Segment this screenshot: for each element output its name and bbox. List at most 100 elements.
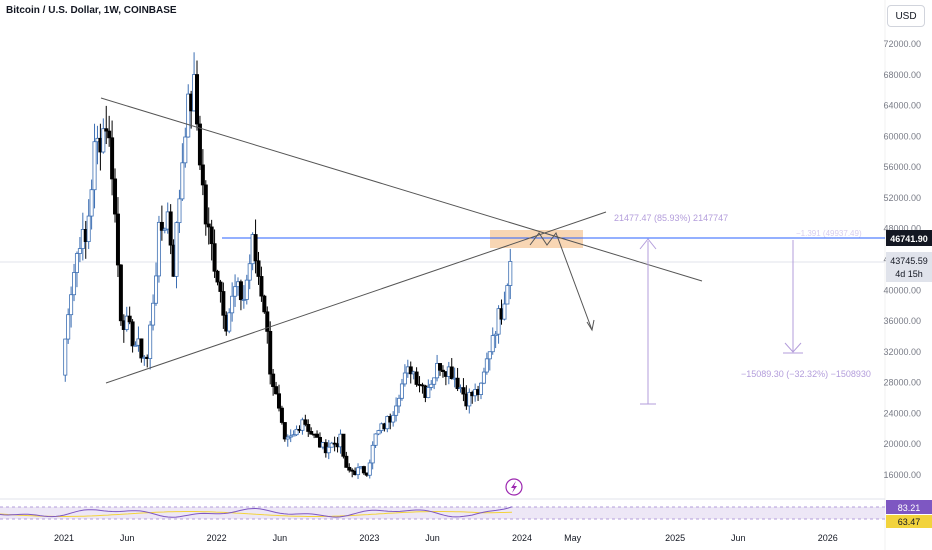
candle-body	[238, 281, 243, 301]
candle-body	[350, 469, 355, 472]
time-tick-label: 2025	[665, 533, 685, 543]
price-tick-label: 28000.00	[883, 378, 921, 388]
candle-body	[130, 321, 135, 347]
candle-body	[426, 387, 431, 398]
candle-body	[66, 314, 71, 340]
candlestick-series	[63, 52, 513, 480]
price-tick-label: 60000.00	[883, 131, 921, 141]
ascending-trendline	[105, 211, 607, 384]
rsi-line	[0, 506, 513, 518]
svg-text:63.47: 63.47	[898, 517, 921, 527]
time-tick-label: Jun	[731, 533, 746, 543]
candle-body	[479, 382, 484, 395]
candle-body	[288, 435, 293, 438]
candle-body	[315, 433, 320, 438]
time-tick-label: 2024	[512, 533, 532, 543]
candle-body	[402, 372, 407, 385]
candle-body	[455, 377, 460, 390]
time-tick-label: 2026	[818, 533, 838, 543]
candle-body	[256, 260, 261, 277]
last-price-tag: 43745.59 4d 15h	[886, 252, 932, 282]
time-tick-label: Jun	[273, 533, 288, 543]
candle-body	[63, 338, 68, 376]
upper-measure-arrow	[639, 238, 657, 250]
candle-body	[203, 184, 208, 225]
candle-body	[397, 397, 402, 407]
candle-body	[373, 433, 378, 446]
candle-body	[493, 333, 498, 337]
candle-body	[113, 178, 118, 215]
candle-body	[183, 136, 188, 164]
candle-body	[467, 391, 472, 407]
candle-body	[104, 128, 109, 132]
candle-body	[502, 303, 507, 320]
candle-body	[306, 424, 311, 432]
candle-body	[110, 137, 115, 180]
candle-body	[77, 248, 82, 254]
candle-body	[291, 434, 296, 437]
candle-body	[484, 358, 489, 373]
candle-body	[230, 295, 235, 314]
resistance-zone	[490, 230, 583, 248]
descending-trendline	[100, 97, 703, 282]
time-tick-label: Jun	[120, 533, 135, 543]
candle-body	[347, 466, 352, 471]
price-tick-label: 72000.00	[883, 39, 921, 49]
price-tick-label: 64000.00	[883, 101, 921, 111]
candle-body	[118, 264, 123, 322]
lower-measure-arrow	[784, 342, 802, 353]
candle-body	[174, 222, 179, 277]
candle-body	[429, 383, 434, 388]
upper-measure-label: 21477.47 (85.93%) 2147747	[614, 213, 728, 223]
price-tick-label: 52000.00	[883, 193, 921, 203]
candle-body	[496, 308, 501, 335]
price-axis: 72000.00 68000.00 64000.00 60000.00 56000.00…	[883, 39, 921, 480]
candle-body	[461, 387, 466, 395]
candle-body	[399, 383, 404, 399]
faint-measure-label: −1.391 (49937.49)	[796, 229, 862, 238]
lightning-icon[interactable]	[505, 478, 523, 496]
candle-body	[233, 286, 238, 297]
candle-body	[361, 466, 366, 474]
candle-body	[200, 164, 205, 186]
time-tick-label: 2022	[207, 533, 227, 543]
candle-body	[285, 436, 290, 440]
price-tick-label: 36000.00	[883, 316, 921, 326]
candle-body	[300, 419, 305, 431]
candle-body	[197, 123, 202, 166]
candle-body	[262, 295, 267, 313]
price-tick-label: 56000.00	[883, 162, 921, 172]
candle-body	[159, 221, 164, 231]
rsi-ma-line	[0, 511, 513, 517]
projection-arrowhead	[586, 319, 595, 332]
candle-body	[180, 162, 185, 200]
candle-body	[356, 467, 361, 476]
candle-body	[162, 228, 167, 231]
candle-body	[186, 93, 191, 138]
candle-body	[89, 189, 94, 217]
candle-body	[438, 363, 443, 371]
candle-body	[432, 377, 437, 385]
candle-body	[154, 275, 159, 304]
price-tick-label: 68000.00	[883, 70, 921, 80]
svg-text:46741.90: 46741.90	[890, 234, 928, 244]
candle-body	[408, 366, 413, 375]
candle-body	[72, 272, 77, 296]
candle-body	[370, 444, 375, 464]
price-tick-label: 20000.00	[883, 439, 921, 449]
price-tick-label: 32000.00	[883, 347, 921, 357]
candle-body	[391, 414, 396, 423]
currency-button[interactable]: USD	[887, 5, 925, 27]
candle-body	[124, 315, 129, 330]
candle-body	[490, 335, 495, 353]
time-axis: 2021 Jun 2022 Jun 2023 Jun 2024 May 2025 Jun 2026	[54, 533, 838, 543]
candle-body	[449, 366, 454, 380]
candle-body	[244, 279, 249, 300]
price-tick-label: 48000.00	[883, 224, 921, 234]
candle-body	[435, 363, 440, 379]
candle-body	[414, 371, 419, 385]
candle-body	[420, 384, 425, 387]
candle-body	[139, 338, 144, 359]
candle-body	[505, 285, 510, 305]
